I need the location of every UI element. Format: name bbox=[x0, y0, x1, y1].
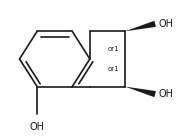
Text: or1: or1 bbox=[107, 66, 119, 72]
Text: OH: OH bbox=[30, 122, 45, 132]
Polygon shape bbox=[125, 87, 156, 97]
Polygon shape bbox=[125, 21, 156, 31]
Text: or1: or1 bbox=[107, 46, 119, 52]
Text: OH: OH bbox=[159, 19, 174, 29]
Text: OH: OH bbox=[159, 89, 174, 99]
